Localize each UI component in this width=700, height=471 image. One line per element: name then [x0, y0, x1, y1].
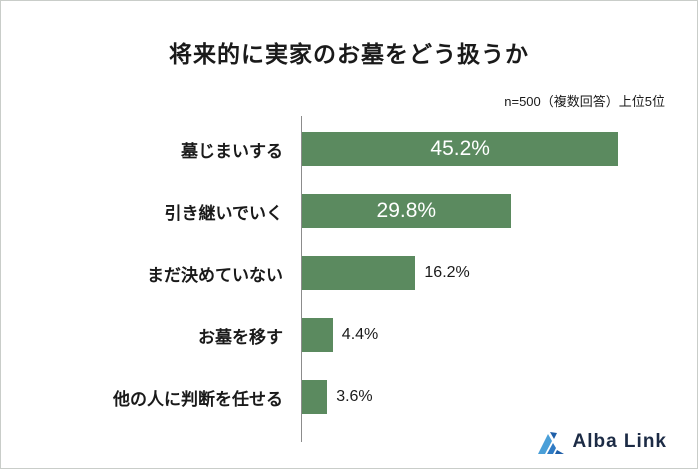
alba-link-logo-icon	[538, 430, 565, 454]
category-label: まだ決めていない	[147, 265, 283, 285]
bar: 29.8%	[302, 194, 511, 228]
sample-size-note: n=500（複数回答）上位5位	[504, 94, 665, 109]
chart-row: 他の人に判断を任せる 3.6%	[1, 366, 697, 428]
value-label: 16.2%	[424, 264, 470, 281]
value-label: 45.2%	[430, 137, 490, 160]
bar-area: 3.6%	[293, 380, 697, 414]
bar-area: 4.4%	[293, 318, 697, 352]
category-label: お墓を移す	[198, 327, 283, 347]
brand-name: Alba Link	[572, 431, 667, 452]
chart-row: まだ決めていない 16.2%	[1, 242, 697, 304]
bar	[302, 380, 328, 414]
category-label: 墓じまいする	[181, 141, 283, 161]
category-label: 引き継いでいく	[164, 203, 284, 223]
bar-area: 45.2%	[293, 132, 697, 166]
bar	[302, 256, 416, 290]
chart-row: お墓を移す 4.4%	[1, 304, 697, 366]
chart-row: 引き継いでいく 29.8%	[1, 180, 697, 242]
category-label: 他の人に判断を任せる	[113, 389, 283, 409]
chart-row: 墓じまいする 45.2%	[1, 118, 697, 180]
chart-title: 将来的に実家のお墓をどう扱うか	[169, 41, 529, 67]
bar-area: 29.8%	[293, 194, 697, 228]
value-label: 3.6%	[336, 388, 373, 405]
bar-chart: 墓じまいする 45.2% 引き継いでいく 29.8% まだ決めていない 16.2% お墓を移…	[1, 116, 697, 442]
value-label: 4.4%	[341, 326, 379, 343]
bar-area: 16.2%	[293, 256, 697, 290]
value-label: 29.8%	[376, 199, 437, 222]
axis-line	[301, 116, 302, 442]
bar: 45.2%	[302, 132, 619, 166]
chart-rows: 墓じまいする 45.2% 引き継いでいく 29.8% まだ決めていない 16.2% お墓を移…	[1, 118, 697, 428]
brand-footer: Alba Link	[538, 430, 667, 454]
bar	[302, 318, 333, 352]
